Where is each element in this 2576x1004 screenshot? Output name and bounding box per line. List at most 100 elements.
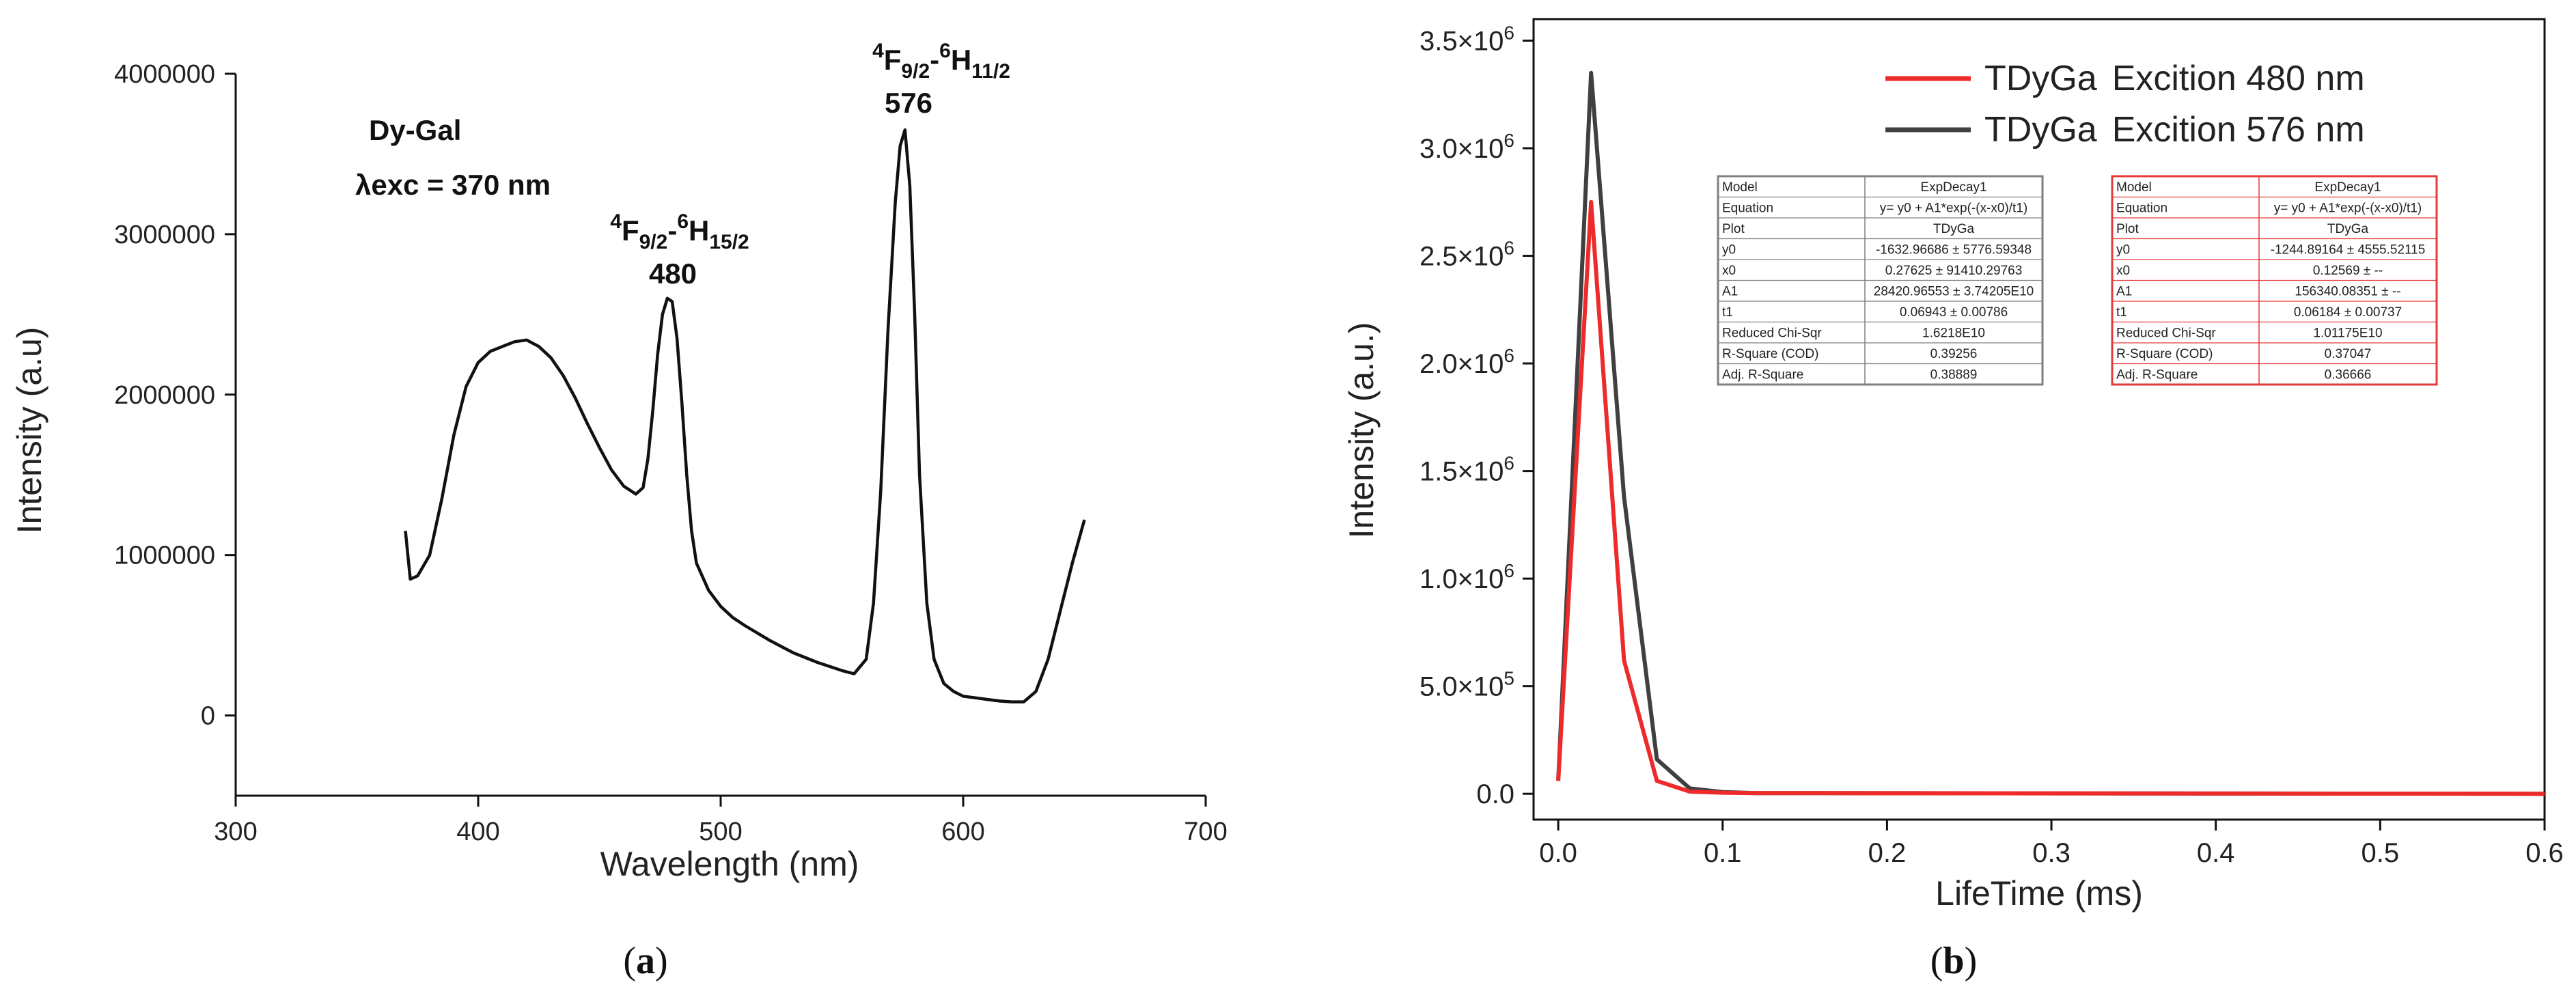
fit-table-key: Model	[1722, 180, 1758, 195]
panel-b-lifetime-chart: 0.0 0.1 0.2 0.3 0.4 0.5 0.60.05.0×1051.0×1061.…	[1342, 18, 2564, 982]
panel-b-x-axis-label: LifeTime (ms)	[1935, 874, 2143, 912]
panel-b-y-tick-label: 3.0×106	[1419, 130, 1514, 164]
panel-a-x-tick-label: 700	[1184, 818, 1227, 846]
panel-a-x-tick-label: 600	[941, 818, 984, 846]
fit-table-key: y0	[1722, 243, 1736, 257]
peak-576-term-F: F	[884, 44, 902, 76]
panel-b-x-tick-label: 0.1	[1704, 838, 1742, 868]
fit-table-value: -1244.89164 ± 4555.52115	[2271, 243, 2426, 257]
legend-label-480: TDyGa Excition 480 nm	[1984, 59, 2365, 98]
panel-b-y-tick-mantissa: 2.5×10	[1419, 242, 1504, 272]
panel-b-y-tick-mantissa: 2.0×10	[1419, 349, 1504, 379]
panel-b-y-tick-label: 2.5×106	[1419, 238, 1514, 272]
panel-b-x-tick-label: 0.6	[2525, 838, 2564, 868]
legend-detail-480: Excition 480 nm	[2112, 59, 2365, 98]
panel-b-y-tick-exponent: 5	[1504, 668, 1514, 689]
panel-b-x-tick-label: 0.0	[1539, 838, 1577, 868]
fit-table-value: 0.36666	[2325, 368, 2372, 382]
panel-b-y-tick-exponent: 6	[1504, 238, 1514, 259]
fit-table-key: Equation	[1722, 201, 1773, 216]
fit-table-key: A1	[2116, 285, 2132, 299]
peak-480-term-F: F	[622, 214, 639, 247]
fit-table-key: Adj. R-Square	[2116, 368, 2198, 382]
emission-series-line	[404, 128, 1086, 703]
peak-480-term-sup1: 4	[610, 210, 622, 233]
panel-b-x-tick-label: 0.3	[2032, 838, 2071, 868]
peak-480-value: 480	[649, 257, 697, 290]
panel-b-y-tick-exponent: 6	[1504, 560, 1514, 581]
panel-b-x-tick-label: 0.4	[2197, 838, 2235, 868]
fit-table-value: TDyGa	[1933, 222, 1975, 236]
fit-table-value: y= y0 + A1*exp(-(x-x0)/t1)	[1880, 201, 2027, 216]
fit-table-key: t1	[1722, 305, 1733, 320]
fit-table-key: R-Square (COD)	[2116, 347, 2213, 361]
fit-table-value: 0.38889	[1930, 368, 1978, 382]
panel-b-axes	[1532, 18, 2546, 821]
panel-a-x-tick-label: 300	[214, 818, 257, 846]
legend-label-576: TDyGa Excition 576 nm	[1984, 110, 2365, 150]
panel-a-series	[404, 128, 1086, 703]
panel-b-y-tick-label: 2.0×106	[1419, 345, 1514, 379]
legend-name-480: TDyGa	[1984, 59, 2097, 98]
panel-b-y-axis-label: Intensity (a.u.)	[1342, 322, 1381, 539]
peak-480-term-sub1: 9/2	[639, 231, 668, 253]
fit-table-value: 28420.96553 ± 3.74205E10	[1874, 285, 2034, 299]
panel-b-y-tick-label: 3.5×106	[1419, 23, 1514, 57]
fit-table-key: Reduced Chi-Sqr	[2116, 326, 2216, 341]
panel-b-caption: (b)	[1930, 940, 1977, 982]
panel-a-y-tick-label: 0	[201, 702, 215, 731]
panel-a-emission-chart: 300 400 500 600 700 0 1000000 2000000 3000000 400…	[10, 40, 1228, 982]
excitation-label: λexc = 370 nm	[355, 169, 551, 201]
panel-b-y-tick-mantissa: 1.0×10	[1419, 564, 1504, 594]
panel-a-caption: (a)	[623, 940, 667, 982]
fit-table-value: y= y0 + A1*exp(-(x-x0)/t1)	[2274, 201, 2422, 216]
fit-table-value: 0.37047	[2325, 347, 2372, 361]
peak-576-value: 576	[885, 87, 932, 119]
fit-table-value: ExpDecay1	[2314, 180, 2381, 195]
panel-a-y-tick-label: 4000000	[114, 60, 215, 89]
fit-table-key: A1	[1722, 285, 1738, 299]
peak-480-term-H: H	[689, 214, 709, 247]
panel-b-plot-frame	[1532, 18, 2546, 821]
panel-b-y-tick-exponent: 6	[1504, 130, 1514, 151]
fit-table-key: Model	[2116, 180, 2152, 195]
panel-a-caption-letter: a	[636, 940, 655, 982]
panel-b-ticks: 0.0 0.1 0.2 0.3 0.4 0.5 0.60.05.0×1051.0×1061.…	[1419, 23, 2564, 868]
panel-a-y-tick-label: 2000000	[114, 381, 215, 410]
sample-label: Dy-Gal	[369, 114, 461, 146]
fit-table-value: 0.39256	[1930, 347, 1978, 361]
fit-table-value: 0.06943 ± 0.00786	[1900, 305, 2008, 320]
panel-b-caption-letter: b	[1943, 940, 1964, 982]
decay-series-480-line	[1556, 199, 2545, 796]
fit-table-key: Plot	[2116, 222, 2139, 236]
panel-a-x-axis-label: Wavelength (nm)	[600, 845, 859, 883]
fit-table-2: Model ExpDecay1 Equation y= y0 + A1*exp(-(x…	[2111, 175, 2438, 386]
fit-table-key: y0	[2116, 243, 2130, 257]
panel-b-y-tick-mantissa: 5.0×10	[1419, 672, 1504, 702]
fit-table-1: Model ExpDecay1 Equation y= y0 + A1*exp(-(x…	[1717, 175, 2044, 386]
panel-b-y-tick-mantissa: 0.0	[1476, 779, 1514, 809]
peak-480-term-sup2: 6	[677, 210, 689, 233]
fit-table-key: Adj. R-Square	[1722, 368, 1803, 382]
fit-table-key: Reduced Chi-Sqr	[1722, 326, 1822, 341]
panel-b-x-tick-label: 0.5	[2362, 838, 2400, 868]
panel-a-y-axis-label: Intensity (a.u)	[10, 327, 49, 534]
panel-b-y-tick-mantissa: 1.5×10	[1419, 457, 1504, 487]
panel-b-y-tick-label: 1.5×106	[1419, 453, 1514, 487]
panel-b-legend: TDyGa Excition 480 nm TDyGa Excition 576 n…	[1885, 59, 2365, 150]
peak-480-term-sub2: 15/2	[709, 231, 749, 253]
peak-576-term-sup2: 6	[939, 40, 951, 62]
peak-480-term-dash: -	[667, 214, 677, 247]
legend-detail-576: Excition 576 nm	[2112, 110, 2365, 150]
panel-b-x-tick-label: 0.2	[1868, 838, 1907, 868]
fit-parameter-tables: Model ExpDecay1 Equation y= y0 + A1*exp(-(x…	[1717, 175, 2438, 386]
panel-b-y-tick-mantissa: 3.0×10	[1419, 134, 1504, 164]
legend-name-576: TDyGa	[1984, 110, 2097, 150]
peak-576-term: 4F9/2-6H11/2	[872, 40, 1010, 83]
fit-table-key: t1	[2116, 305, 2127, 320]
panel-b-y-tick-exponent: 6	[1504, 453, 1514, 474]
panel-b-y-tick-mantissa: 3.5×10	[1419, 27, 1504, 57]
panel-b-y-tick-exponent: 6	[1504, 23, 1514, 44]
panel-b-y-tick-label: 1.0×106	[1419, 560, 1514, 594]
